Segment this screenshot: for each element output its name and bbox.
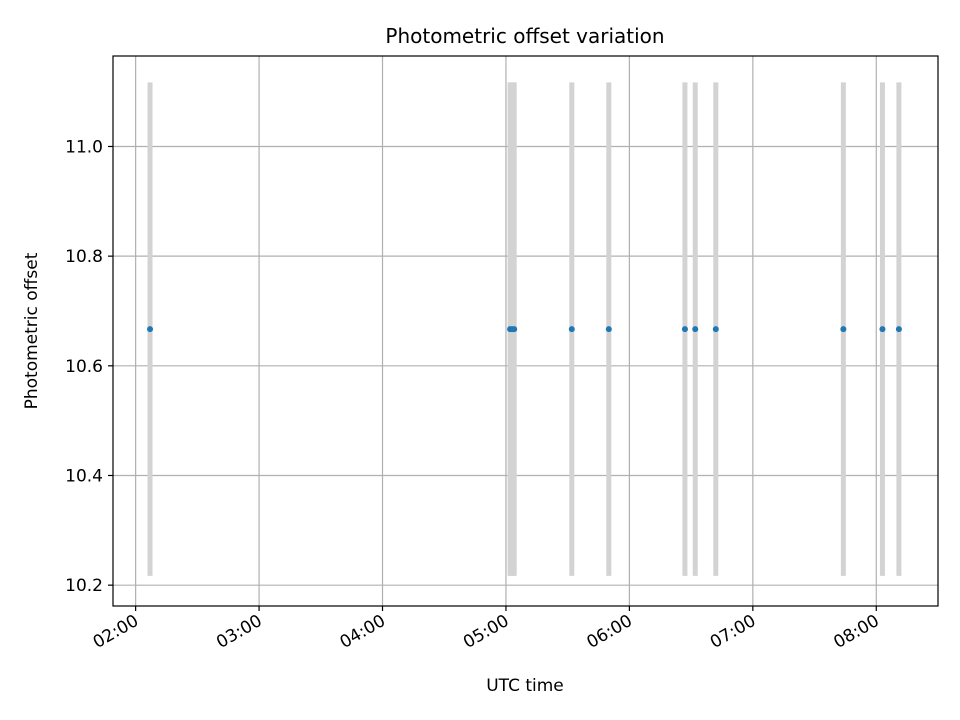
data-point xyxy=(147,326,154,333)
plot-frame xyxy=(112,55,939,607)
data-point xyxy=(712,326,719,333)
y-tick-label: 10.2 xyxy=(65,576,103,596)
data-point xyxy=(895,326,902,333)
y-axis-label: Photometric offset xyxy=(22,252,42,409)
y-tick-label: 10.4 xyxy=(65,466,103,486)
data-point xyxy=(692,326,699,333)
data-point xyxy=(568,326,575,333)
grid xyxy=(113,56,938,606)
data-point xyxy=(681,326,688,333)
x-axis-label: UTC time xyxy=(486,676,564,696)
data-points xyxy=(147,326,902,333)
data-point xyxy=(879,326,886,333)
data-point xyxy=(840,326,847,333)
y-tick-label: 11.0 xyxy=(65,137,103,157)
data-point xyxy=(605,326,612,333)
y-tick-label: 10.6 xyxy=(65,357,103,377)
y-axis-ticks: 10.2 10.4 10.6 10.8 11.0 xyxy=(65,137,113,596)
chart-title: Photometric offset variation xyxy=(385,24,664,48)
data-point xyxy=(511,326,518,333)
y-tick-label: 10.8 xyxy=(65,247,103,267)
